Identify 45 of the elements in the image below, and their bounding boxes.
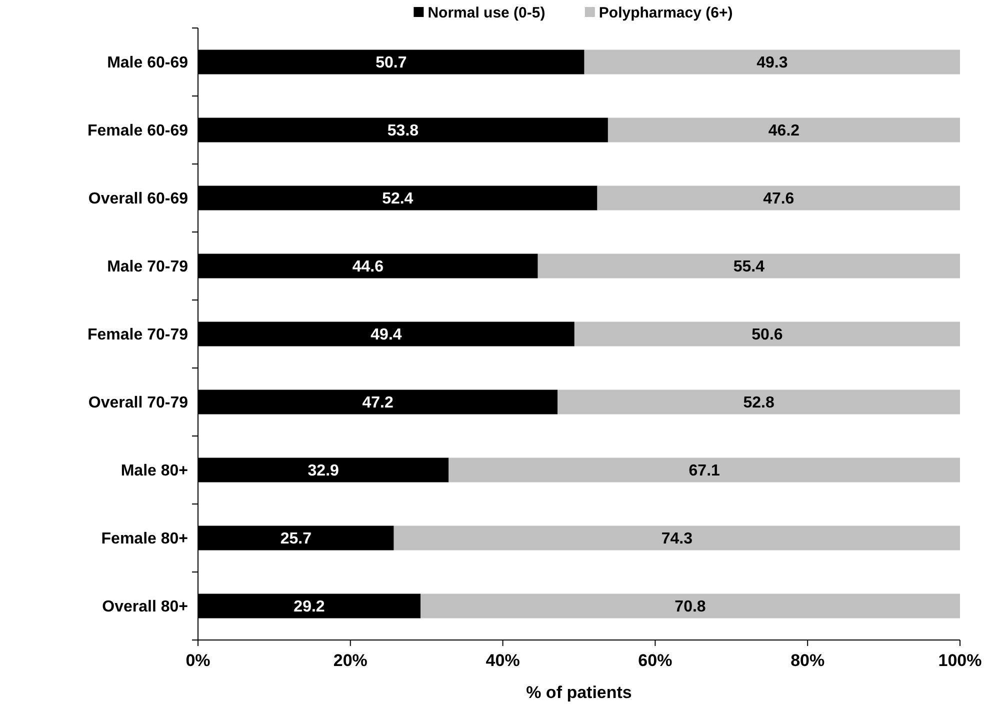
- x-tick-label: 60%: [638, 650, 672, 670]
- legend-label: Normal use (0-5): [428, 4, 546, 22]
- data-label: 47.2: [362, 394, 394, 412]
- data-label: 55.4: [733, 258, 765, 276]
- bar: [420, 594, 960, 618]
- y-tick-label: Female 60-69: [87, 122, 188, 140]
- data-label: 74.3: [661, 530, 693, 548]
- bar: [448, 458, 960, 482]
- y-tick-label: Female 70-79: [87, 326, 188, 344]
- data-label: 50.7: [376, 54, 407, 72]
- x-axis-title: % of patients: [526, 682, 632, 702]
- legend-label: Polypharmacy (6+): [598, 4, 733, 22]
- data-label: 29.2: [294, 598, 325, 616]
- x-tick-label: 20%: [333, 650, 368, 670]
- bar: [608, 118, 960, 142]
- x-tick-label: 0%: [186, 650, 210, 670]
- x-tick-label: 100%: [938, 650, 982, 670]
- y-tick-label: Male 80+: [120, 462, 188, 480]
- x-tick-label: 80%: [790, 650, 825, 670]
- y-tick-label: Overall 70-79: [88, 394, 188, 412]
- data-label: 53.8: [387, 122, 419, 140]
- bar: [584, 50, 960, 74]
- bar: [558, 390, 960, 414]
- data-label: 52.4: [382, 190, 414, 208]
- data-label: 32.9: [308, 462, 340, 480]
- data-label: 25.7: [280, 530, 312, 548]
- data-label: 49.3: [756, 54, 788, 72]
- data-label: 67.1: [688, 462, 720, 480]
- bar: [394, 526, 960, 550]
- y-tick-label: Overall 60-69: [88, 190, 188, 208]
- y-tick-label: Overall 80+: [102, 598, 188, 616]
- y-tick-label: Female 80+: [101, 530, 188, 548]
- bar: [597, 186, 960, 210]
- data-label: 49.4: [370, 326, 402, 344]
- data-label: 70.8: [674, 598, 706, 616]
- data-label: 44.6: [352, 258, 384, 276]
- y-tick-label: Male 60-69: [107, 54, 188, 72]
- data-label: 47.6: [763, 190, 794, 208]
- bar: [574, 322, 960, 346]
- x-tick-label: 40%: [486, 650, 520, 670]
- data-label: 52.8: [743, 394, 775, 412]
- data-label: 50.6: [752, 326, 783, 344]
- data-label: 46.2: [768, 122, 800, 140]
- bar: [538, 254, 960, 278]
- y-tick-label: Male 70-79: [107, 258, 188, 276]
